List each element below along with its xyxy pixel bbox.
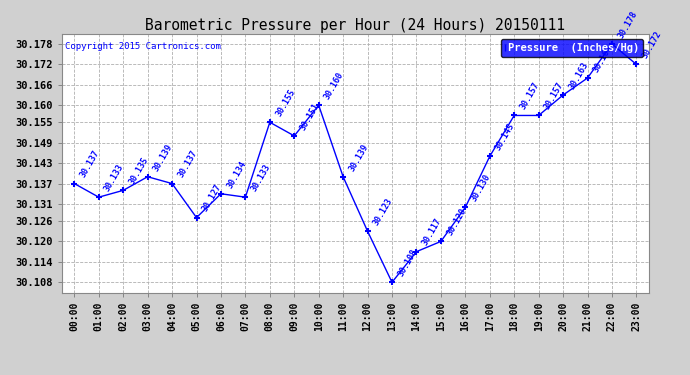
Text: 30.178: 30.178: [616, 9, 639, 40]
Text: 30.133: 30.133: [103, 162, 126, 193]
Text: 30.145: 30.145: [494, 122, 517, 152]
Text: 30.139: 30.139: [347, 142, 370, 172]
Text: 30.163: 30.163: [567, 60, 590, 91]
Text: 30.117: 30.117: [421, 217, 444, 248]
Text: 30.151: 30.151: [298, 101, 322, 132]
Text: 30.157: 30.157: [543, 81, 566, 111]
Text: 30.108: 30.108: [396, 248, 419, 278]
Text: Copyright 2015 Cartronics.com: Copyright 2015 Cartronics.com: [65, 42, 221, 51]
Text: 30.127: 30.127: [201, 183, 224, 213]
Title: Barometric Pressure per Hour (24 Hours) 20150111: Barometric Pressure per Hour (24 Hours) …: [146, 18, 565, 33]
Text: 30.120: 30.120: [445, 207, 468, 237]
Text: 30.133: 30.133: [250, 162, 273, 193]
Legend: Pressure  (Inches/Hg): Pressure (Inches/Hg): [501, 39, 643, 57]
Text: 30.172: 30.172: [640, 30, 663, 60]
Text: 30.157: 30.157: [518, 81, 541, 111]
Text: 30.155: 30.155: [274, 88, 297, 118]
Text: 30.160: 30.160: [323, 70, 346, 101]
Text: 30.137: 30.137: [79, 149, 101, 179]
Text: 30.135: 30.135: [128, 156, 150, 186]
Text: 30.130: 30.130: [469, 173, 492, 203]
Text: 30.139: 30.139: [152, 142, 175, 172]
Text: 30.123: 30.123: [372, 196, 395, 227]
Text: 30.134: 30.134: [225, 159, 248, 190]
Text: 30.137: 30.137: [176, 149, 199, 179]
Text: 30.168: 30.168: [591, 44, 615, 74]
